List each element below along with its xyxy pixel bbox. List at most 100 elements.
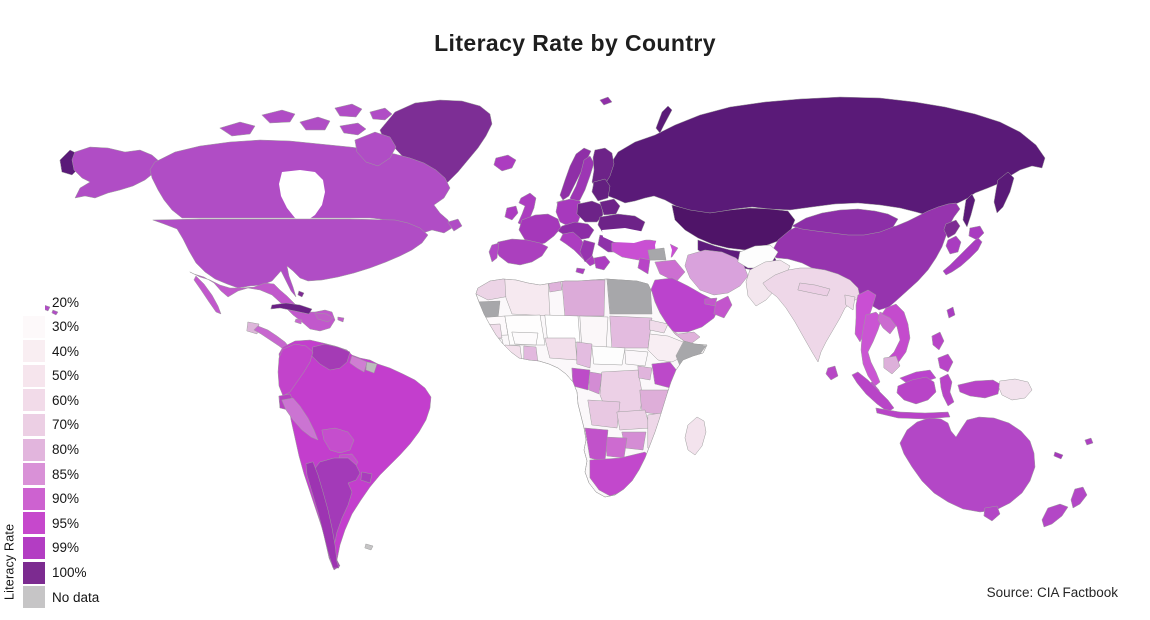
region-madagascar [684, 416, 707, 456]
legend-entry: 80% [23, 438, 99, 461]
region-central-african-republic [591, 345, 626, 366]
region-spain [494, 238, 549, 266]
region-canada-island-1 [219, 121, 256, 137]
region-hispaniola [314, 312, 334, 323]
region-sudan [609, 315, 653, 349]
region-new-caledonia [1053, 451, 1064, 460]
region-russia-sakhalin [962, 193, 976, 228]
region-puerto-rico [337, 316, 345, 323]
color-legend: 20% 30% 40% 50% 60% 70% 80% 85% 90% 95% … [23, 291, 99, 611]
region-peru [281, 397, 319, 441]
region-australia [899, 416, 1036, 513]
legend-entry-label: 50% [52, 368, 80, 384]
region-canada-island-5 [339, 122, 367, 136]
region-canada-island-4 [334, 103, 363, 118]
legend-entry-label: 30% [52, 319, 80, 335]
region-india [762, 267, 861, 363]
region-morocco [476, 279, 511, 301]
region-venezuela [311, 343, 351, 371]
legend-entry: 50% [23, 364, 99, 387]
region-canada-island-3 [299, 116, 331, 131]
black-sea [602, 228, 648, 243]
region-zambia [616, 409, 651, 431]
region-sri-lanka [825, 365, 839, 381]
legend-swatch [23, 487, 45, 510]
region-angola [587, 399, 621, 429]
region-canada-island-6 [369, 107, 393, 121]
legend-entry: 70% [23, 413, 99, 436]
africa-coastline [475, 278, 708, 498]
region-papua-new-guinea [998, 378, 1033, 401]
legend-entry-label: 20% [52, 294, 80, 310]
region-mexico [189, 271, 336, 332]
region-cameroon [576, 341, 593, 369]
legend-entry-label: 95% [52, 515, 80, 531]
region-libya [561, 279, 606, 317]
legend-entry: 90% [23, 487, 99, 510]
region-germany [555, 198, 583, 227]
chart-title: Literacy Rate by Country [434, 30, 716, 56]
region-norway [559, 147, 592, 201]
region-france [518, 213, 562, 247]
legend-entry-label: 90% [52, 491, 80, 507]
legend-swatch [23, 340, 45, 363]
region-usa-hawaii-2 [51, 309, 59, 316]
region-canada-baffin [354, 131, 397, 167]
region-guyana [349, 355, 368, 373]
source-note: Source: CIA Factbook [986, 585, 1118, 600]
legend-entry: 40% [23, 340, 99, 363]
region-falkland-islands [364, 543, 374, 551]
region-bolivia [321, 427, 355, 454]
legend-entry: 85% [23, 463, 99, 486]
legend-swatch [23, 586, 45, 609]
legend-entry: 20% [23, 291, 99, 313]
legend-entry: 30% [23, 315, 99, 338]
region-belarus [599, 198, 621, 216]
region-russia-novaya-zemlya [655, 105, 673, 134]
region-australia-tasmania [983, 505, 1001, 522]
legend-swatch [23, 413, 45, 436]
region-iceland [493, 154, 517, 172]
region-uruguay [360, 471, 373, 484]
legend-entry: 99% [23, 536, 99, 559]
region-iraq [654, 259, 686, 283]
region-guinea [481, 337, 506, 353]
region-new-zealand-south [1041, 503, 1069, 528]
region-brazil [278, 339, 432, 568]
region-burkina-faso [511, 331, 539, 346]
region-bangladesh [844, 294, 856, 311]
legend-swatch [23, 389, 45, 412]
region-oman [713, 295, 733, 319]
region-gabon [571, 367, 591, 391]
legend-swatch [23, 536, 45, 559]
region-indonesia-sulawesi [939, 373, 955, 407]
region-greece [593, 255, 611, 271]
region-ivory-coast [504, 344, 523, 363]
region-baltics [591, 178, 611, 202]
region-mozambique [647, 411, 669, 451]
region-thailand [860, 311, 883, 387]
region-philippines-mindanao [937, 353, 954, 373]
region-bahamas [297, 290, 305, 298]
region-mexico-baja [193, 275, 222, 315]
legend-entry-label: 100% [52, 565, 87, 581]
region-iran [684, 249, 749, 296]
region-canada-island-2 [261, 109, 296, 124]
region-syria [647, 247, 667, 261]
region-cuba [270, 302, 313, 315]
region-eritrea [649, 319, 669, 334]
region-nigeria [544, 337, 578, 361]
region-philippines-luzon [931, 331, 945, 351]
legend-swatch [23, 315, 45, 338]
region-cambodia [883, 355, 901, 375]
region-chile [305, 461, 340, 569]
legend-swatch [23, 291, 45, 313]
region-ireland [504, 205, 519, 221]
region-uganda [637, 365, 653, 381]
region-uae [704, 297, 718, 307]
region-botswana [604, 436, 628, 459]
region-japan-hokkaido [968, 225, 985, 241]
legend-entry: 95% [23, 512, 99, 535]
